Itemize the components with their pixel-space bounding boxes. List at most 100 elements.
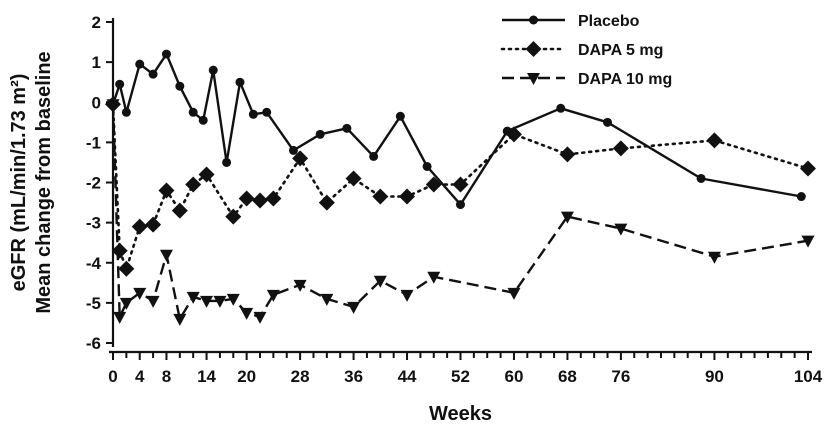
y-tick-label: -5	[86, 294, 101, 313]
data-point-placebo	[395, 111, 405, 121]
data-point-placebo	[135, 59, 145, 69]
data-point-dapa-5-mg	[265, 190, 282, 207]
x-tick-label: 28	[291, 367, 310, 386]
axes: 210-1-2-3-4-5-60 4 8 14 20 28 36 44 52 60 68 76 90 10…	[86, 13, 823, 386]
data-point-dapa-5-mg	[559, 146, 576, 163]
data-point-dapa-5-mg	[372, 188, 389, 205]
x-tick-label: 76	[611, 367, 630, 386]
data-point-dapa-5-mg	[706, 132, 723, 149]
data-point-dapa-5-mg	[399, 188, 416, 205]
x-tick-label: 60	[505, 367, 524, 386]
y-tick-label: -6	[86, 334, 101, 353]
data-point-placebo	[288, 145, 298, 155]
data-point-dapa-10-mg	[173, 313, 187, 326]
data-point-dapa-5-mg	[425, 176, 442, 193]
y-axis-title-line-2: Mean change from baseline	[33, 51, 55, 313]
data-point-dapa-10-mg	[146, 295, 160, 308]
data-point-dapa-10-mg	[560, 211, 574, 224]
data-point-placebo	[175, 81, 185, 91]
series-dapa-10-mg	[106, 99, 815, 326]
data-point-dapa-5-mg	[158, 182, 175, 199]
data-point-dapa-5-mg	[225, 208, 242, 225]
data-point-dapa-5-mg	[612, 140, 629, 157]
x-tick-label: 52	[451, 367, 470, 386]
data-point-placebo	[796, 192, 806, 202]
x-tick-label: 90	[705, 367, 724, 386]
y-tick-label: -2	[86, 174, 101, 193]
data-point-dapa-10-mg	[266, 289, 280, 302]
data-point-placebo	[161, 49, 171, 59]
data-point-placebo	[148, 69, 158, 79]
data-point-placebo	[198, 115, 208, 125]
series-group	[105, 49, 816, 326]
data-point-placebo	[696, 173, 706, 183]
data-point-dapa-5-mg	[185, 176, 202, 193]
x-tick-label: 44	[398, 367, 417, 386]
data-point-dapa-10-mg	[400, 289, 414, 302]
y-tick-label: 2	[92, 13, 101, 32]
x-tick-label: 68	[558, 367, 577, 386]
data-point-dapa-10-mg	[427, 271, 441, 284]
data-point-dapa-10-mg	[113, 311, 127, 324]
y-tick-label: 0	[92, 93, 101, 112]
data-point-dapa-10-mg	[133, 287, 147, 300]
data-point-placebo	[222, 157, 232, 167]
data-point-dapa-10-mg	[320, 293, 334, 306]
data-point-dapa-5-mg	[800, 160, 816, 177]
x-tick-label: 36	[344, 367, 363, 386]
data-point-dapa-5-mg	[118, 260, 135, 277]
data-point-placebo	[342, 123, 352, 133]
data-point-dapa-10-mg	[293, 279, 307, 292]
data-point-dapa-10-mg	[507, 287, 521, 300]
x-tick-label: 4	[135, 367, 145, 386]
data-point-placebo	[422, 161, 432, 171]
legend-entry-dapa-10-mg: DAPA 10 mg	[502, 71, 672, 88]
data-point-dapa-5-mg	[111, 242, 128, 259]
data-point-dapa-10-mg	[200, 295, 214, 308]
data-point-placebo	[248, 109, 258, 119]
series-dapa-5-mg	[105, 96, 816, 277]
data-point-dapa-10-mg	[347, 301, 361, 314]
data-point-dapa-5-mg	[198, 166, 215, 183]
x-tick-label: 8	[162, 367, 171, 386]
data-point-dapa-10-mg	[226, 293, 240, 306]
data-point-dapa-10-mg	[373, 275, 387, 288]
data-point-dapa-5-mg	[292, 150, 309, 167]
series-placebo	[108, 49, 806, 210]
legend-marker-dapa-10-mg	[527, 73, 540, 85]
x-tick-label: 104	[794, 367, 823, 386]
data-point-dapa-5-mg	[452, 176, 469, 193]
data-point-dapa-5-mg	[505, 126, 522, 143]
y-tick-label: -3	[86, 214, 101, 233]
data-point-placebo	[188, 107, 198, 117]
legend-marker-dapa-5-mg	[525, 41, 542, 57]
data-point-dapa-10-mg	[119, 297, 133, 310]
data-point-dapa-5-mg	[131, 218, 148, 235]
x-tick-label: 0	[108, 367, 117, 386]
x-axis-title: Weeks	[429, 403, 492, 425]
data-point-placebo	[315, 129, 325, 139]
legend-entry-placebo: Placebo	[502, 13, 640, 30]
legend-entry-dapa-5-mg: DAPA 5 mg	[500, 41, 663, 59]
data-point-dapa-10-mg	[213, 295, 227, 308]
data-point-dapa-10-mg	[707, 251, 721, 264]
data-point-placebo	[262, 107, 272, 117]
legend-label-dapa-5-mg: DAPA 5 mg	[578, 42, 663, 59]
data-point-placebo	[556, 103, 566, 113]
legend-marker-placebo	[529, 15, 538, 25]
data-point-dapa-10-mg	[240, 307, 254, 320]
data-point-placebo	[235, 77, 245, 87]
legend-label-dapa-10-mg: DAPA 10 mg	[578, 71, 672, 88]
data-point-placebo	[208, 65, 218, 75]
data-point-dapa-5-mg	[252, 192, 269, 209]
y-axis-title-line-1: eGFR (mL/min/1.73 m²)	[8, 74, 30, 292]
series-line-dapa-10-mg	[111, 104, 809, 321]
data-point-dapa-10-mg	[159, 249, 173, 262]
data-point-dapa-10-mg	[106, 99, 120, 112]
legend-label-placebo: Placebo	[578, 13, 640, 30]
data-point-dapa-10-mg	[801, 235, 815, 248]
data-point-dapa-5-mg	[318, 194, 335, 211]
data-point-dapa-5-mg	[345, 170, 362, 187]
